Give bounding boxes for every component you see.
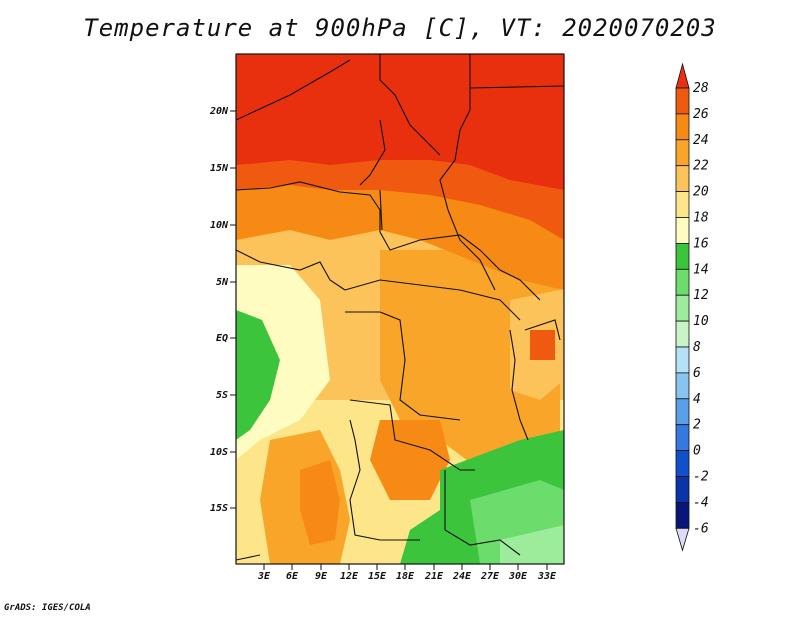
footer-credit: GrADS: IGES/COLA	[4, 603, 91, 613]
country-boundaries	[236, 54, 564, 561]
lat-label: 20N	[209, 106, 229, 117]
lon-label: 6E	[286, 571, 299, 582]
map-title: Temperature at 900hPa [C], VT: 202007020…	[83, 14, 717, 42]
latitude-axis: 20N 15N 10N 5N EQ 5S 10S 15S	[209, 106, 236, 514]
lon-label: 21E	[424, 571, 444, 582]
colorbar-label: 16	[693, 236, 709, 251]
lon-label: 27E	[480, 571, 500, 582]
lon-label: 24E	[452, 571, 472, 582]
colorbar-label: 10	[693, 314, 709, 329]
lat-label: 15S	[210, 503, 228, 514]
lon-label: 12E	[340, 571, 359, 582]
colorbar-swatch	[675, 320, 690, 348]
lon-label: 9E	[315, 571, 328, 582]
colorbar-swatch	[675, 372, 690, 400]
colorbar-label: -6	[693, 521, 709, 536]
colorbar-label: 20	[693, 185, 709, 200]
colorbar-label: 8	[693, 340, 701, 355]
colorbar-swatch	[675, 87, 690, 115]
colorbar-label: 28	[693, 81, 709, 96]
lat-label: 10S	[210, 447, 228, 458]
lon-label: 18E	[396, 571, 415, 582]
colorbar-swatch	[675, 139, 690, 167]
colorbar-label: -2	[693, 470, 709, 485]
colorbar-label: 12	[693, 288, 709, 303]
lat-label: 5N	[216, 277, 229, 288]
colorbar-swatch	[675, 501, 690, 529]
temperature-field	[236, 54, 564, 564]
colorbar-label: 6	[693, 366, 701, 381]
lon-label: 30E	[508, 571, 528, 582]
lon-label: 33E	[537, 571, 557, 582]
colorbar-swatch	[675, 450, 690, 477]
map-frame	[235, 53, 565, 565]
lon-label: 3E	[257, 571, 271, 582]
colorbar-swatch	[675, 191, 690, 218]
colorbar-swatch	[675, 217, 690, 244]
colorbar-swatch	[675, 398, 690, 426]
colorbar-swatch	[675, 242, 690, 270]
colorbar-label: 14	[693, 262, 709, 277]
colorbar-top-triangle	[675, 62, 690, 89]
colorbar-swatch	[675, 346, 690, 374]
colorbar-label: 22	[693, 159, 709, 174]
colorbar-label: 24	[693, 133, 709, 148]
colorbar-label: 0	[693, 444, 701, 459]
colorbar-label: 26	[693, 107, 709, 122]
colorbar-swatch	[675, 113, 690, 141]
colorbar-bottom-triangle	[675, 527, 690, 552]
colorbar-label: 2	[693, 418, 701, 433]
longitude-axis: 3E 6E 9E 12E 15E 18E 21E 24E 27E 30E 33E	[257, 564, 557, 582]
colorbar-swatch	[675, 424, 690, 452]
lat-label: 10N	[210, 220, 229, 231]
colorbar-swatch	[675, 294, 690, 322]
colorbar-label: 18	[693, 211, 709, 226]
colorbar-label: -4	[693, 495, 709, 510]
colorbar-swatch	[675, 476, 690, 503]
lat-label: 5S	[216, 390, 228, 401]
colorbar-swatch	[675, 165, 690, 192]
lat-label: 15N	[210, 163, 229, 174]
colorbar-label: 4	[693, 392, 701, 407]
lon-label: 15E	[368, 571, 387, 582]
colorbar-swatch	[675, 268, 690, 296]
lat-label: EQ	[216, 333, 228, 344]
